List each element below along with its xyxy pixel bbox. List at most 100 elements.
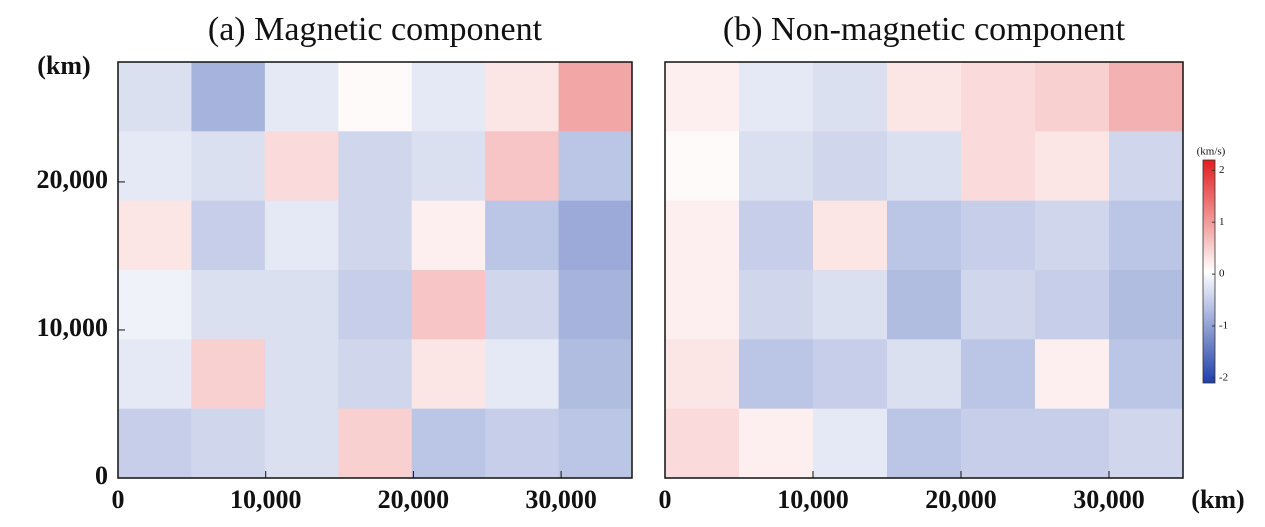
y-axis-label: (km) (37, 51, 90, 80)
colorbar-tick-label: 1 (1219, 216, 1225, 228)
heatmap-cell (1035, 131, 1110, 202)
panel-title: (b) Non-magnetic component (723, 11, 1126, 48)
heatmap-cell (118, 200, 192, 271)
heatmap-cell (1109, 62, 1184, 132)
heatmap-cell (411, 200, 486, 271)
heatmap-cell (558, 62, 633, 132)
x-tick-label: 20,000 (925, 485, 997, 514)
heatmap-cell (191, 408, 266, 479)
heatmap-cell (338, 339, 413, 410)
heatmap-cell (665, 200, 740, 271)
heatmap-cell (1109, 408, 1184, 479)
heatmap-cell (739, 408, 814, 479)
heatmap-cell (1109, 200, 1184, 271)
heatmap-cell (191, 131, 266, 202)
heatmap-cell (813, 131, 888, 202)
heatmap-cell (264, 270, 339, 340)
heatmap-cell (665, 408, 740, 479)
heatmap-cell (264, 62, 339, 132)
heatmap-cell (961, 131, 1036, 202)
heatmap-cell (887, 270, 962, 340)
heatmap-cell (813, 270, 888, 340)
heatmap-cell (1035, 339, 1110, 410)
heatmap-cell (264, 131, 339, 202)
heatmap-cell (961, 200, 1036, 271)
heatmap-cell (739, 200, 814, 271)
heatmap-cell (739, 339, 814, 410)
heatmap-cell (1109, 339, 1184, 410)
heatmap-cell (813, 200, 888, 271)
heatmap-cell (813, 408, 888, 479)
heatmap-cell (118, 270, 192, 340)
heatmap-cell (485, 270, 560, 340)
heatmap-cell (191, 270, 266, 340)
heatmap-cell (191, 200, 266, 271)
heatmap-cell (961, 339, 1036, 410)
heatmap-cell (411, 62, 486, 132)
heatmap-cell (338, 408, 413, 479)
heatmap-cell (264, 200, 339, 271)
heatmap-cell (1035, 408, 1110, 479)
heatmap-cell (961, 62, 1036, 132)
heatmap-cell (338, 62, 413, 132)
x-tick-label: 0 (112, 485, 125, 514)
y-tick-label: 10,000 (37, 313, 109, 342)
heatmap-cell (1035, 270, 1110, 340)
heatmap-cell (665, 270, 740, 340)
heatmap-cell (887, 62, 962, 132)
heatmap-cell (887, 200, 962, 271)
heatmap-cell (191, 62, 266, 132)
heatmap-cell (411, 131, 486, 202)
heatmap-cell (739, 131, 814, 202)
x-tick-label: 30,000 (525, 485, 597, 514)
heatmap-cell (887, 339, 962, 410)
heatmap-cell (739, 270, 814, 340)
heatmap-cell (118, 408, 192, 479)
heatmap-cell (338, 270, 413, 340)
colorbar-label: (km/s) (1197, 146, 1226, 158)
heatmap-cell (264, 339, 339, 410)
heatmap-cell (665, 339, 740, 410)
heatmap-cell (118, 62, 192, 132)
x-tick-label: 0 (659, 485, 672, 514)
y-tick-label: 20,000 (37, 165, 109, 194)
heatmap-cell (961, 270, 1036, 340)
heatmap-cell (411, 270, 486, 340)
heatmap-cell (485, 408, 560, 479)
heatmap-cell (665, 131, 740, 202)
heatmap-cell (1035, 200, 1110, 271)
heatmap-cell (558, 131, 633, 202)
panel-title: (a) Magnetic component (208, 11, 543, 48)
heatmap-cell (1109, 270, 1184, 340)
plot-frame (664, 61, 1184, 479)
heatmap-cell (887, 131, 962, 202)
x-tick-label: 10,000 (230, 485, 302, 514)
heatmap-cell (411, 408, 486, 479)
colorbar-tick-label: 0 (1219, 268, 1225, 280)
heatmap-cell (485, 200, 560, 271)
x-tick-label: 20,000 (378, 485, 450, 514)
heatmap-cell (558, 200, 633, 271)
heatmap-cell (485, 339, 560, 410)
heatmap-cell (1035, 62, 1110, 132)
colorbar-tick-label: 2 (1219, 164, 1225, 176)
heatmap-cell (338, 200, 413, 271)
heatmap-cell (961, 408, 1036, 479)
heatmap-cell (1109, 131, 1184, 202)
heatmap-cell (558, 270, 633, 340)
heatmap-cell (411, 339, 486, 410)
colorbar-tick-label: -1 (1219, 319, 1228, 331)
x-axis-label: (km) (1191, 485, 1244, 514)
heatmap-cell (118, 131, 192, 202)
heatmap-cell (665, 62, 740, 132)
heatmap-cell (558, 408, 633, 479)
heatmap-cell (264, 408, 339, 479)
heatmap-cell (191, 339, 266, 410)
heatmap-cell (338, 131, 413, 202)
x-tick-label: 10,000 (777, 485, 849, 514)
heatmap-cell (813, 62, 888, 132)
colorbar (1202, 159, 1216, 384)
heatmap-cell (485, 131, 560, 202)
heatmap-cell (813, 339, 888, 410)
